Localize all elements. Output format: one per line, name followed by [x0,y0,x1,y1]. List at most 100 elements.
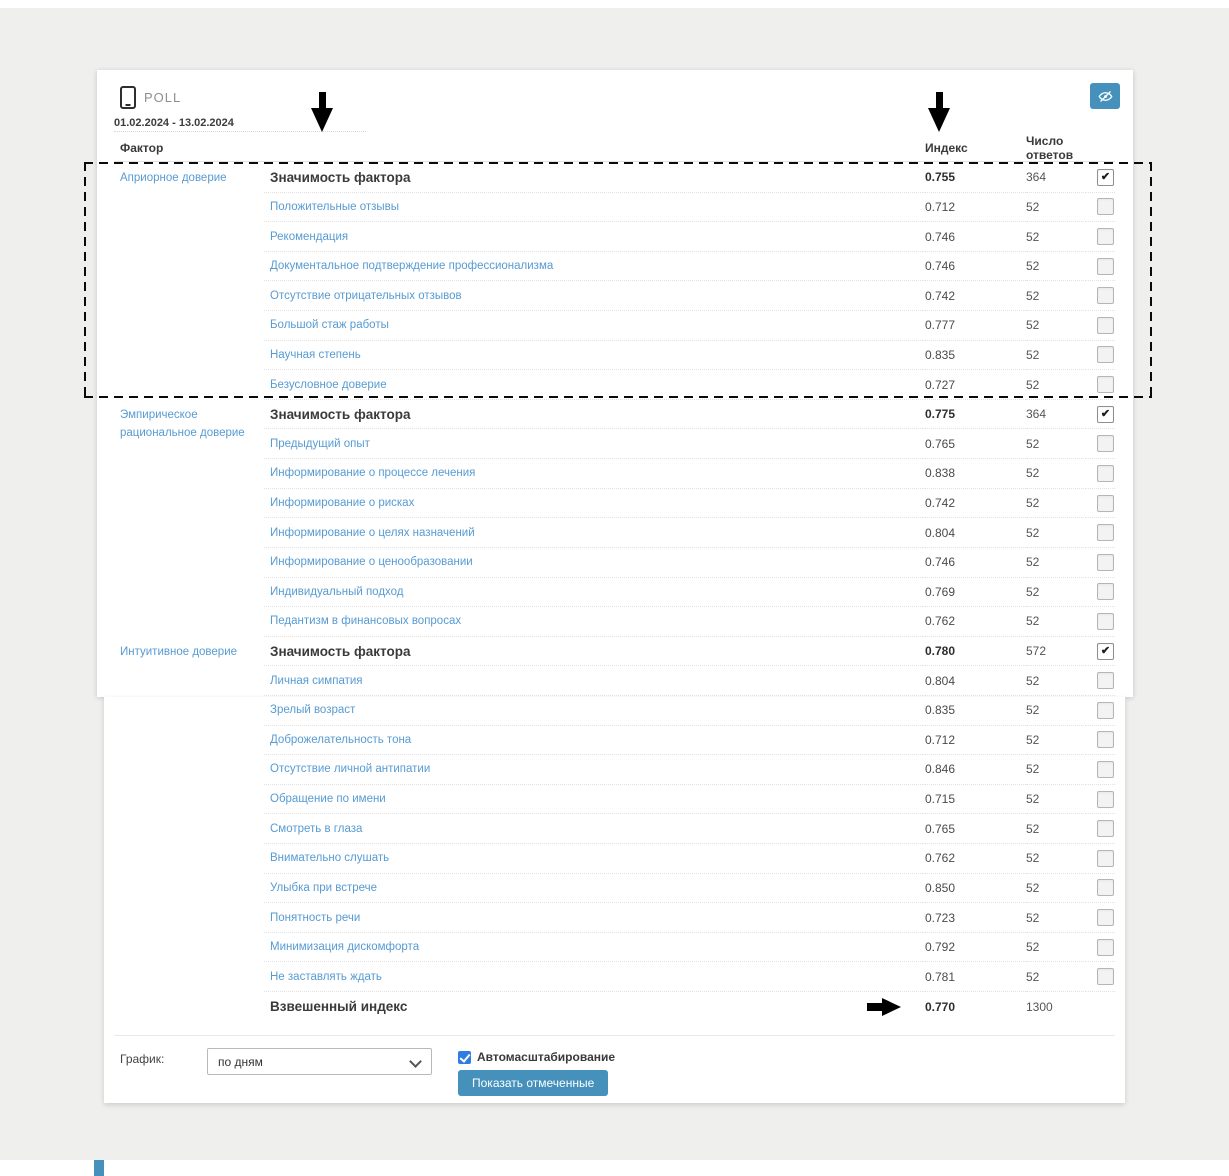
answers-count: 52 [1026,755,1086,785]
answers-count: 364 [1026,400,1086,430]
index-value: 0.780 [925,637,1026,667]
factor-link[interactable]: Обращение по имени [264,785,925,815]
factor-group-link[interactable]: Априорное доверие [120,172,227,184]
row-checkbox[interactable] [1097,909,1114,927]
arrow-down-index-annotation [928,92,950,132]
index-value: 0.775 [925,400,1026,430]
row-checkbox[interactable] [1097,524,1114,542]
answers-count: 52 [1026,252,1086,282]
factor-link[interactable]: Документальное подтверждение профессиона… [264,252,925,282]
index-value: 0.727 [925,370,1026,400]
toggle-visibility-button[interactable] [1090,83,1120,109]
factor-link[interactable]: Доброжелательность тона [264,726,925,756]
row-checkbox[interactable] [1097,760,1114,778]
factor-link[interactable]: Не заставлять ждать [264,962,925,993]
answers-count: 52 [1026,459,1086,489]
chevron-down-icon [409,1055,422,1068]
row-checkbox[interactable] [1097,583,1114,601]
factor-link[interactable]: Рекомендация [264,222,925,252]
row-checkbox[interactable] [1097,879,1114,897]
table-row: Информирование о целях назначений 0.804 52 [114,518,1115,548]
row-checkbox[interactable] [1097,731,1114,749]
row-checkbox[interactable] [1097,553,1114,571]
row-checkbox[interactable] [1097,376,1114,394]
row-checkbox[interactable] [1097,494,1114,512]
factor-link[interactable]: Положительные отзывы [264,193,925,223]
factor-link[interactable]: Информирование о целях назначений [264,518,925,548]
dashed-box-top [84,162,1152,164]
table-row: Предыдущий опыт 0.765 52 [114,429,1115,460]
table-row: Информирование о процессе лечения 0.838 52 [114,459,1115,489]
factor-link[interactable]: Минимизация дискомфорта [264,933,925,963]
factor-link[interactable]: Безусловное доверие [264,370,925,400]
column-header-index: Индекс [925,141,968,155]
answers-count: 52 [1026,489,1086,519]
factor-link[interactable]: Смотреть в глаза [264,814,925,845]
row-checkbox[interactable] [1097,464,1114,482]
dashed-box-bottom [84,396,1152,398]
row-checkbox[interactable] [1097,672,1114,690]
row-checkbox[interactable] [1097,435,1114,453]
factor-link[interactable]: Научная степень [264,341,925,371]
answers-count: 52 [1026,193,1086,223]
answers-count: 52 [1026,578,1086,608]
factor-link[interactable]: Личная симпатия [264,666,925,696]
index-value: 0.715 [925,785,1026,815]
factor-link[interactable]: Педантизм в финансовых вопросах [264,607,925,637]
bottom-strip [0,1160,1229,1176]
answers-count: 52 [1026,962,1086,993]
index-value: 0.769 [925,578,1026,608]
factor-link[interactable]: Информирование о процессе лечения [264,459,925,489]
factor-link[interactable]: Отсутствие отрицательных отзывов [264,281,925,312]
show-marked-button[interactable]: Показать отмеченные [458,1070,609,1096]
row-checkbox[interactable] [1097,228,1114,246]
row-checkbox[interactable] [1097,820,1114,838]
table-row: Документальное подтверждение профессиона… [114,252,1115,282]
chart-period-select[interactable]: по дням [207,1048,432,1075]
factor-group-link[interactable]: Интуитивное доверие [120,645,238,658]
table-row: Смотреть в глаза 0.765 52 [114,814,1115,845]
poll-panel [97,70,1133,697]
table-row: Педантизм в финансовых вопросах 0.762 52 [114,607,1115,637]
factor-link[interactable]: Индивидуальный подход [264,578,925,608]
factor-link[interactable]: Улыбка при встрече [264,874,925,904]
date-range: 01.02.2024 - 13.02.2024 [114,117,234,129]
index-value: 0.755 [925,163,1026,193]
answers-count: 52 [1026,341,1086,371]
row-checkbox[interactable] [1097,168,1114,186]
answers-count: 52 [1026,548,1086,578]
answers-count: 52 [1026,607,1086,637]
factor-group-link[interactable]: Эмпирическое рациональное доверие [120,408,245,439]
row-checkbox[interactable] [1097,612,1114,630]
factor-link[interactable]: Информирование о рисках [264,489,925,519]
autoscale-checkbox[interactable] [458,1050,471,1064]
row-checkbox[interactable] [1097,198,1114,216]
table-header: Фактор Индекс Число ответов [114,134,1115,162]
row-checkbox[interactable] [1097,790,1114,808]
row-checkbox[interactable] [1097,938,1114,956]
column-header-factor: Фактор [120,141,164,155]
index-value: 0.712 [925,726,1026,756]
row-checkbox[interactable] [1097,849,1114,867]
row-checkbox[interactable] [1097,257,1114,275]
factor-link[interactable]: Отсутствие личной антипатии [264,755,925,785]
factor-link[interactable]: Большой стаж работы [264,311,925,341]
factor-link[interactable]: Зрелый возраст [264,696,925,726]
row-checkbox[interactable] [1097,642,1114,660]
row-checkbox[interactable] [1097,287,1114,305]
table-row: Значимость фактора 0.780 572 [114,637,1115,667]
index-value: 0.804 [925,666,1026,696]
cutoff-blue-element [94,1160,104,1176]
factor-link[interactable]: Предыдущий опыт [264,429,925,460]
row-checkbox[interactable] [1097,701,1114,719]
row-checkbox[interactable] [1097,968,1114,986]
row-checkbox[interactable] [1097,346,1114,364]
factor-link[interactable]: Понятность речи [264,903,925,933]
factor-group: Интуитивное доверие Значимость фактора 0.7… [114,637,1115,993]
factor-link[interactable]: Внимательно слушать [264,844,925,874]
factor-link[interactable]: Информирование о ценообразовании [264,548,925,578]
row-checkbox[interactable] [1097,405,1114,423]
answers-count: 52 [1026,726,1086,756]
row-checkbox[interactable] [1097,316,1114,334]
table-row: Безусловное доверие 0.727 52 [114,370,1115,400]
